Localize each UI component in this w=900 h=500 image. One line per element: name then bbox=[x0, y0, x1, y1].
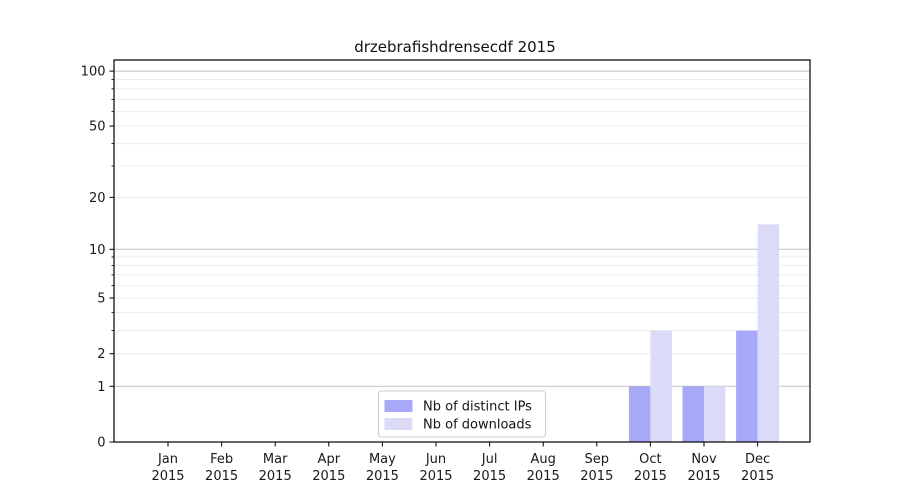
legend-label-downloads: Nb of downloads bbox=[423, 418, 532, 433]
y-tick-label: 50 bbox=[89, 120, 106, 135]
x-tick-label-year: 2015 bbox=[151, 469, 184, 484]
x-tick-label-year: 2015 bbox=[312, 469, 345, 484]
legend-box bbox=[378, 390, 546, 438]
x-tick-label-year: 2015 bbox=[580, 469, 613, 484]
legend: Nb of distinct IPs Nb of downloads bbox=[378, 390, 546, 438]
legend-swatch-distinct-ips bbox=[384, 400, 413, 412]
y-tick-label: 1 bbox=[97, 380, 105, 395]
x-tick-label-year: 2015 bbox=[366, 469, 399, 484]
x-tick-label-month: Feb bbox=[210, 452, 233, 467]
y-tick-label: 0 bbox=[97, 436, 105, 451]
bar-distinct-ips-oct bbox=[628, 386, 651, 442]
y-tick-label: 10 bbox=[89, 243, 106, 258]
bars bbox=[628, 224, 780, 442]
x-tick-label-month: Jun bbox=[425, 452, 446, 467]
bar-distinct-ips-nov bbox=[682, 386, 704, 442]
bar-downloads-dec bbox=[757, 224, 780, 442]
x-axis-labels: Jan 2015 Feb 2015 Mar 2015 Apr 2015 May 2015 Jun 20… bbox=[151, 452, 774, 484]
y-tick-label: 20 bbox=[89, 191, 106, 206]
x-tick-label-year: 2015 bbox=[741, 469, 774, 484]
legend-label-distinct-ips: Nb of distinct IPs bbox=[423, 400, 532, 415]
x-tick-label-year: 2015 bbox=[259, 469, 292, 484]
y-tick-label: 100 bbox=[81, 65, 106, 80]
chart-title: drzebrafishdrensecdf 2015 bbox=[354, 38, 556, 56]
bar-distinct-ips-dec bbox=[736, 330, 758, 442]
x-tick-label-year: 2015 bbox=[634, 469, 667, 484]
bar-downloads-oct bbox=[650, 330, 672, 442]
x-tick-label-month: Jan bbox=[157, 452, 178, 467]
bar-downloads-nov bbox=[704, 386, 726, 442]
x-tick-label-year: 2015 bbox=[205, 469, 238, 484]
y-tick-label: 2 bbox=[97, 347, 105, 362]
x-tick-label-year: 2015 bbox=[527, 469, 560, 484]
x-tick-label-month: Jul bbox=[481, 452, 498, 467]
legend-swatch-downloads bbox=[384, 418, 413, 430]
x-tick-label-month: Mar bbox=[263, 452, 288, 467]
x-tick-label-month: Sep bbox=[585, 452, 610, 467]
x-tick-label-month: May bbox=[369, 452, 396, 467]
x-tick-label-month: Nov bbox=[691, 452, 717, 467]
x-tick-label-month: Aug bbox=[531, 452, 556, 467]
x-tick-label-year: 2015 bbox=[473, 469, 506, 484]
y-axis-labels: 0 1 2 5 10 20 50 100 bbox=[81, 65, 106, 451]
x-tick-label-month: Oct bbox=[639, 452, 661, 467]
minor-gridlines bbox=[114, 79, 810, 355]
x-tick-label-month: Dec bbox=[745, 452, 770, 467]
x-tick-label-year: 2015 bbox=[419, 469, 452, 484]
x-tick-label-month: Apr bbox=[318, 452, 341, 467]
x-tick-label-year: 2015 bbox=[687, 469, 720, 484]
chart-frame bbox=[113, 59, 811, 443]
y-tick-label: 5 bbox=[97, 292, 105, 307]
axis-ticks bbox=[109, 70, 759, 447]
